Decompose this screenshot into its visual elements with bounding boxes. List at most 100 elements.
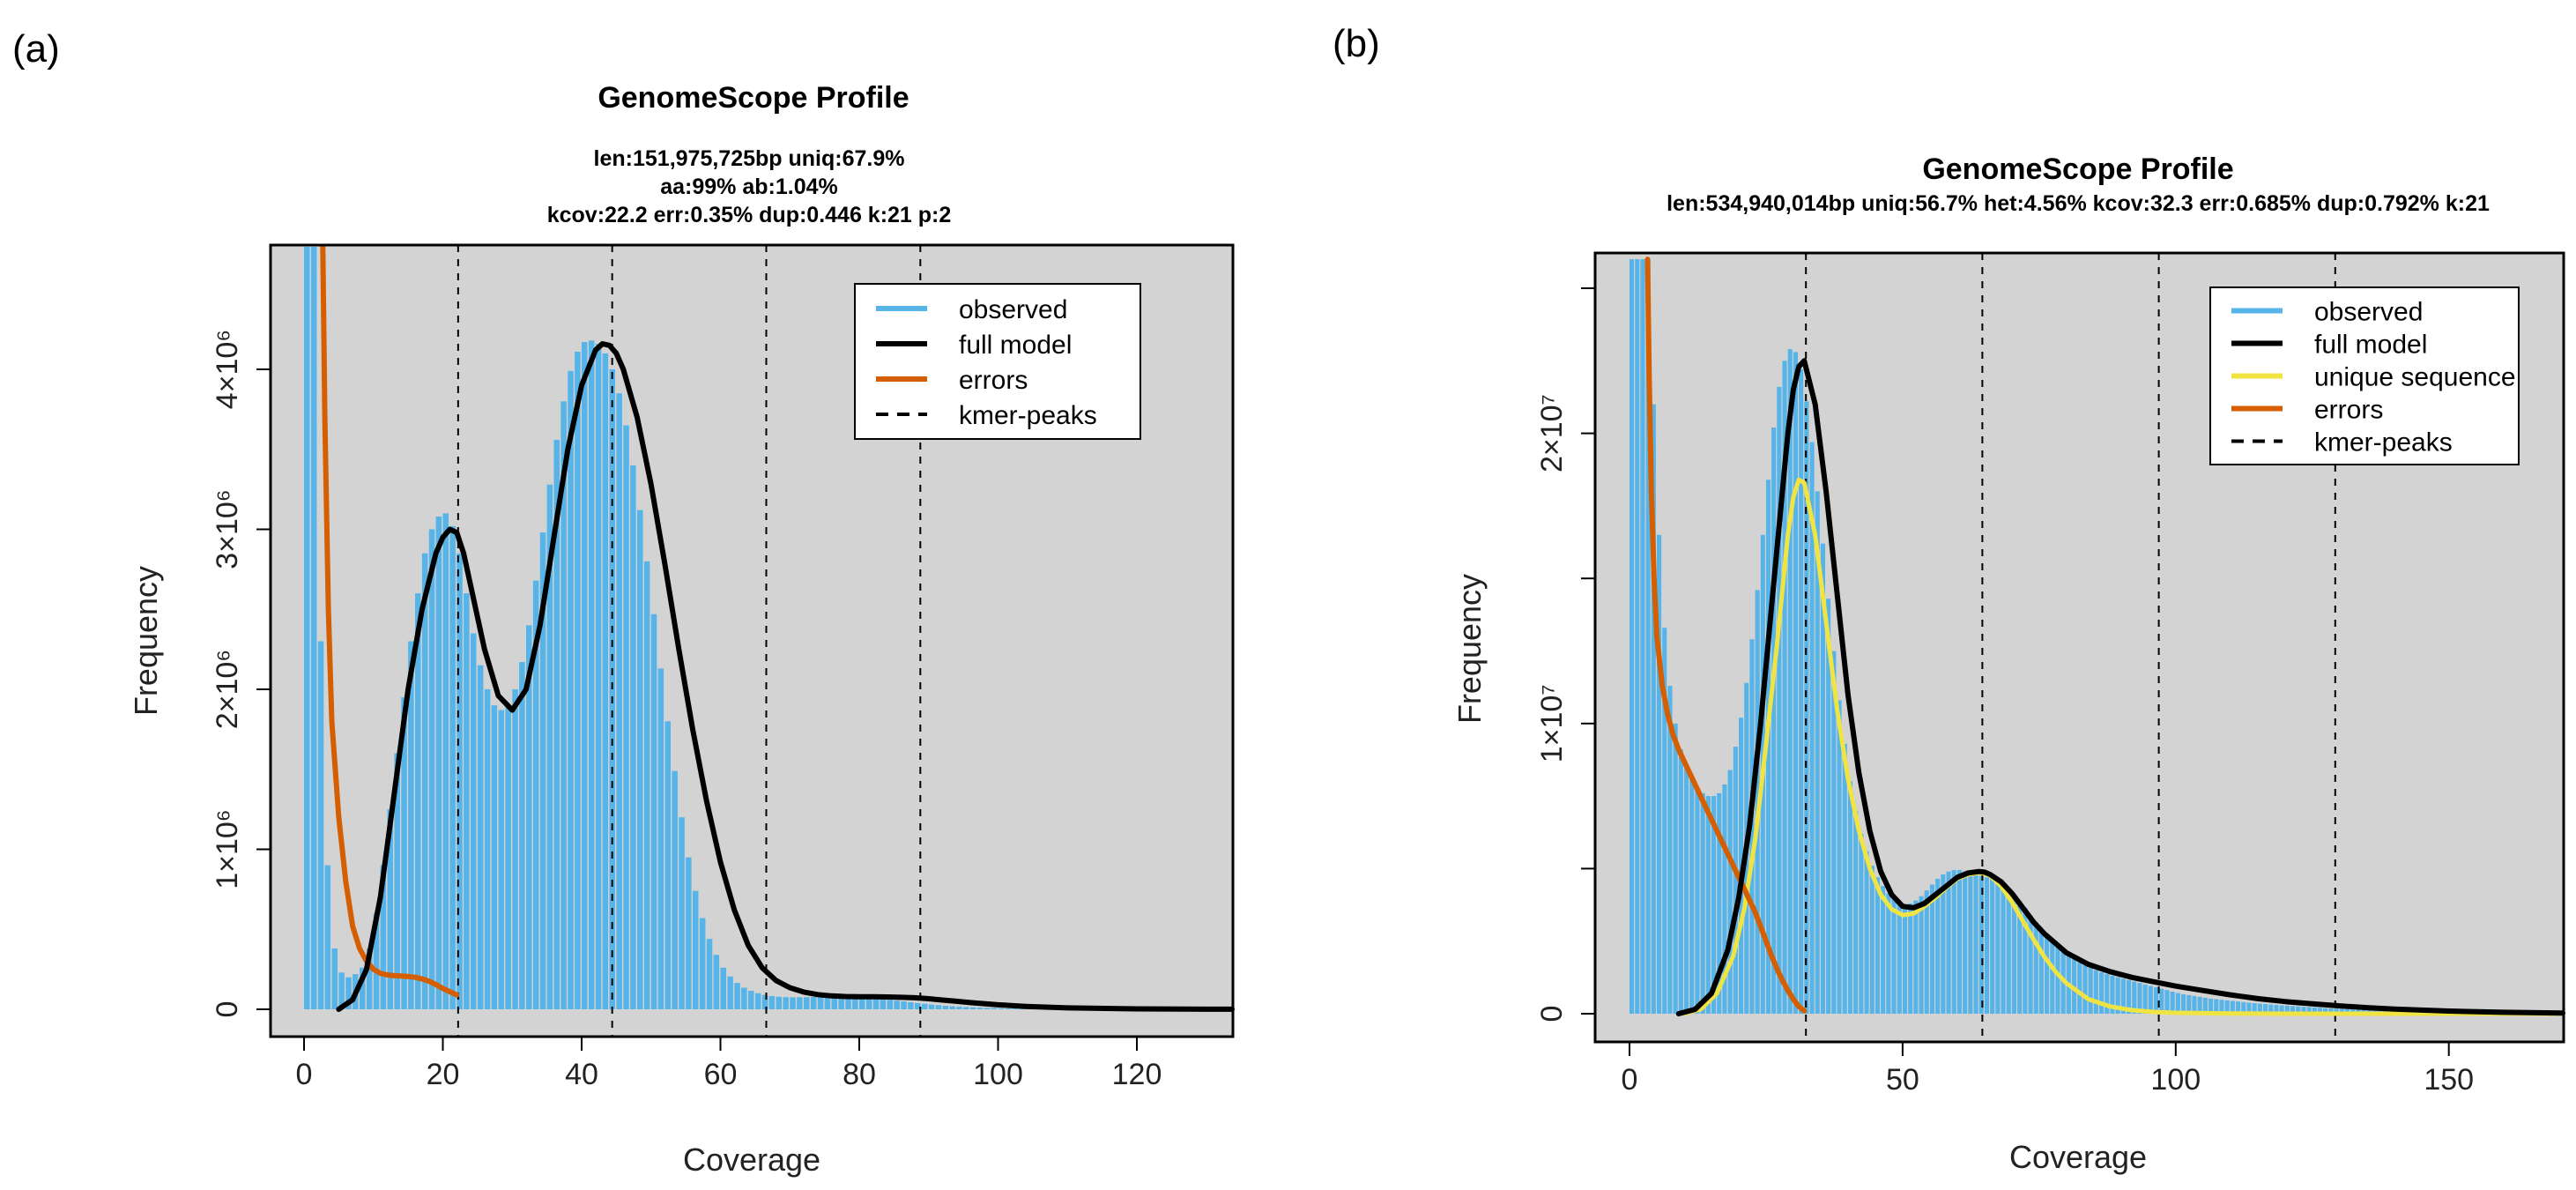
chart-a-bar <box>810 997 817 1009</box>
chart-a-bar <box>360 967 366 1009</box>
chart-b-y-tick-label: 0 <box>1535 1006 1569 1023</box>
chart-a-bar <box>915 1002 921 1009</box>
chart-b-x-tick-label: 100 <box>2150 1063 2201 1097</box>
chart-b-bar <box>1733 747 1738 1014</box>
chart-a-bar <box>602 353 609 1009</box>
chart-a-bar <box>442 513 449 1009</box>
chart-a-bar <box>532 580 539 1009</box>
chart-b-x-tick-label: 0 <box>1622 1063 1638 1097</box>
chart-a-bar <box>991 1008 998 1009</box>
chart-b-errors-line <box>1644 257 1808 1014</box>
chart-a-bar <box>519 662 525 1009</box>
chart-b-bar <box>1727 770 1733 1014</box>
chart-a-stats-line-3: kcov:22.2 err:0.35% dup:0.446 k:21 p:2 <box>547 203 952 227</box>
chart-b-bar <box>1629 259 1635 1015</box>
chart-b-bar <box>1847 781 1852 1014</box>
chart-b-bar <box>1935 878 1941 1014</box>
chart-b-bar <box>1717 792 1722 1014</box>
chart-b-bar <box>2099 971 2105 1014</box>
chart-a-ylabel: Frequency <box>128 566 164 716</box>
chart-b-y-tick-label: 1×10⁷ <box>1535 684 1569 762</box>
chart-b-legend-label-errors: errors <box>2314 396 2383 425</box>
chart-a-bar <box>512 689 518 1009</box>
chart-a-bar <box>963 1007 969 1009</box>
chart-b-bar <box>1837 700 1842 1014</box>
chart-b-title: GenomeScope Profile <box>1922 152 2233 186</box>
chart-b-bar <box>2164 990 2170 1014</box>
chart-b-bar <box>1711 796 1717 1014</box>
chart-b-bar <box>2105 973 2110 1014</box>
chart-a-bar <box>984 1008 991 1009</box>
chart-b-bar <box>2230 1000 2235 1014</box>
chart-a-bar <box>449 525 456 1009</box>
chart-b-bar <box>1815 491 1820 1014</box>
chart-b-bar <box>1777 386 1782 1014</box>
chart-a-bar <box>553 439 560 1009</box>
chart-b-bar <box>1766 480 1771 1014</box>
chart-b-bar <box>1640 259 1645 1015</box>
chart-b-bar <box>1951 870 1956 1014</box>
chart-b-bar <box>2202 997 2208 1014</box>
chart-a-bar <box>484 689 491 1009</box>
chart-a-bar <box>657 668 664 1009</box>
chart-b-bar <box>2175 993 2180 1014</box>
chart-a-bar <box>706 939 713 1009</box>
chart-a-bar <box>1005 1008 1011 1009</box>
chart-a-bar <box>699 918 706 1009</box>
chart-a-xlabel: Coverage <box>683 1142 820 1178</box>
chart-a-bar <box>894 1000 900 1009</box>
chart-b-bar <box>1908 903 1913 1014</box>
chart-b-bar <box>1891 899 1897 1014</box>
chart-b-bar <box>1722 784 1727 1014</box>
chart-b-bar <box>2192 995 2197 1014</box>
chart-b-bar <box>1946 871 1951 1014</box>
chart-a-bar <box>693 890 699 1009</box>
chart-b-bar <box>1667 686 1673 1014</box>
chart-b-bar <box>1995 881 2001 1014</box>
chart-b-bar <box>1645 259 1651 1015</box>
chart-b-bar <box>2290 1006 2296 1014</box>
chart-b-bar <box>1978 875 1984 1014</box>
chart-b-bar <box>2045 935 2050 1014</box>
chart-b-bar <box>2312 1007 2317 1014</box>
chart-a-full-model-line <box>336 341 1235 1012</box>
chart-a-bar <box>582 342 588 1010</box>
chart-a-bar <box>637 509 643 1009</box>
chart-a-bar <box>741 987 747 1009</box>
chart-b-bar <box>1902 904 1907 1014</box>
chart-b-stats-line-1: len:534,940,014bp uniq:56.7% het:4.56% k… <box>1667 191 2490 216</box>
chart-a-bar <box>575 352 581 1009</box>
chart-a-bar <box>852 997 858 1009</box>
chart-a-x-tick-label: 80 <box>843 1058 876 1091</box>
chart-a-bar <box>428 529 435 1009</box>
chart-a-bar <box>748 991 754 1009</box>
chart-a-bar <box>921 1003 928 1009</box>
chart-b-bar <box>1842 743 1847 1014</box>
chart-a-x-tick-label: 20 <box>427 1058 460 1091</box>
chart-b-bar <box>2323 1008 2328 1014</box>
chart-a-legend-label-kmer-peaks: kmer-peaks <box>959 401 1097 430</box>
chart-a-x-tick-label: 40 <box>565 1058 598 1091</box>
chart-a-errors-line <box>320 244 460 998</box>
panel-label-b: (b) <box>1333 22 1380 65</box>
chart-a-bar <box>761 994 768 1009</box>
chart-b-bar <box>1859 833 1864 1014</box>
chart-b-bar <box>1913 900 1919 1014</box>
chart-b-bar <box>2082 965 2088 1014</box>
chart-b-bar <box>1782 361 1787 1014</box>
chart-b-bar <box>2301 1007 2306 1014</box>
chart-b-bar <box>1990 878 1995 1014</box>
chart-a-bar <box>768 996 776 1009</box>
chart-b-bar <box>1700 792 1705 1014</box>
chart-a-bar <box>471 633 477 1009</box>
chart-a-bar <box>831 996 837 1009</box>
chart-b-bar <box>2219 1000 2224 1014</box>
chart-b-ylabel: Frequency <box>1451 574 1488 724</box>
chart-b-bar <box>2268 1004 2274 1014</box>
chart-b-frame <box>1593 251 2565 1044</box>
chart-b-bar <box>1963 871 1968 1014</box>
chart-b-bar <box>2279 1005 2284 1014</box>
chart-a-y-tick-label: 0 <box>211 1001 244 1018</box>
chart-a-bar <box>949 1006 955 1009</box>
